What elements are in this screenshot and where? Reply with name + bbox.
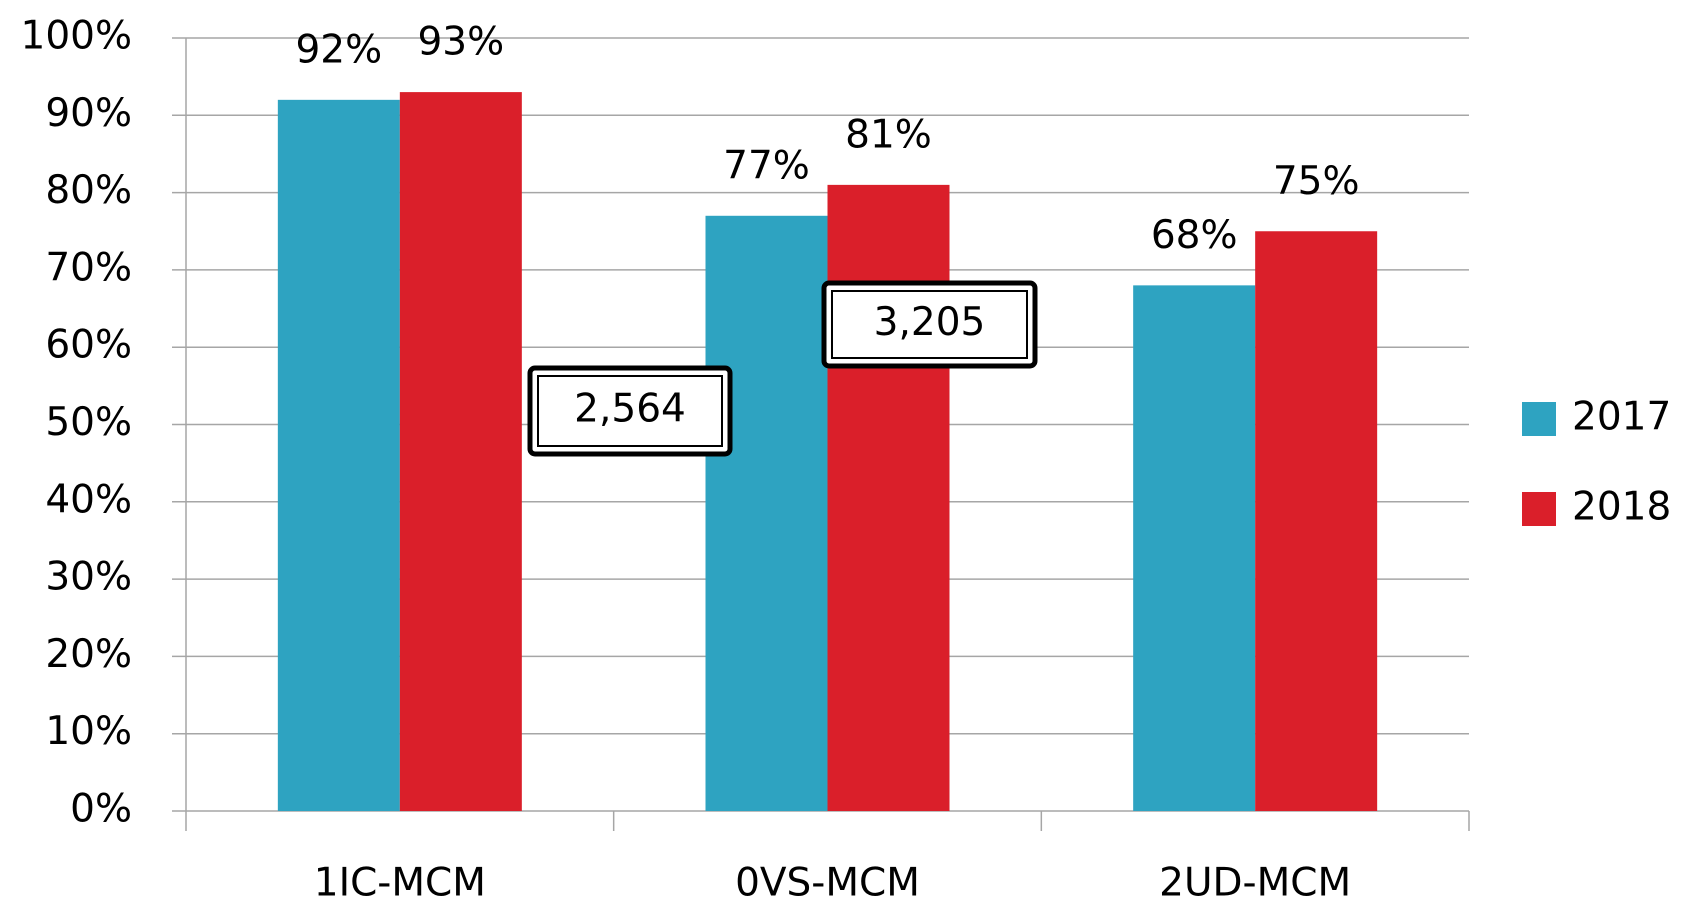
bar xyxy=(277,99,400,812)
bar xyxy=(705,215,828,812)
y-tick-label: 90% xyxy=(45,91,132,136)
bar xyxy=(1255,231,1378,811)
y-tick-label: 20% xyxy=(45,632,132,677)
y-tick-label: 80% xyxy=(45,168,132,213)
legend-swatch xyxy=(1522,492,1556,526)
y-tick-label: 40% xyxy=(45,477,132,522)
annotation: 2,564 xyxy=(574,387,686,432)
value-label: 93% xyxy=(417,20,504,65)
legend-label: 2018 xyxy=(1572,485,1671,530)
annotation-inner xyxy=(537,375,723,447)
y-tick-label: 100% xyxy=(21,14,133,59)
x-tick-label: 0VS-MCM xyxy=(735,861,920,905)
y-tick-label: 60% xyxy=(45,323,132,368)
legend-label: 2017 xyxy=(1572,395,1671,440)
value-label: 77% xyxy=(723,143,810,188)
legend-swatch xyxy=(1522,402,1556,436)
y-tick-label: 50% xyxy=(45,400,132,445)
bar xyxy=(827,184,950,811)
y-tick-label: 10% xyxy=(45,709,132,754)
value-label: 92% xyxy=(295,27,382,72)
annotation: 3,205 xyxy=(874,300,986,345)
value-label: 75% xyxy=(1273,159,1360,204)
annotation-box xyxy=(527,365,733,457)
annotation-inner xyxy=(831,290,1028,359)
value-label: 68% xyxy=(1151,213,1238,258)
annotation-box xyxy=(821,280,1038,369)
x-tick-label: 2UD-MCM xyxy=(1159,861,1351,905)
value-label: 81% xyxy=(845,112,932,157)
y-tick-label: 0% xyxy=(70,787,132,832)
y-tick-label: 70% xyxy=(45,245,132,290)
x-tick-label: 1IC-MCM xyxy=(314,861,486,905)
y-tick-label: 30% xyxy=(45,555,132,600)
bar xyxy=(1133,285,1256,811)
bar xyxy=(399,92,522,812)
